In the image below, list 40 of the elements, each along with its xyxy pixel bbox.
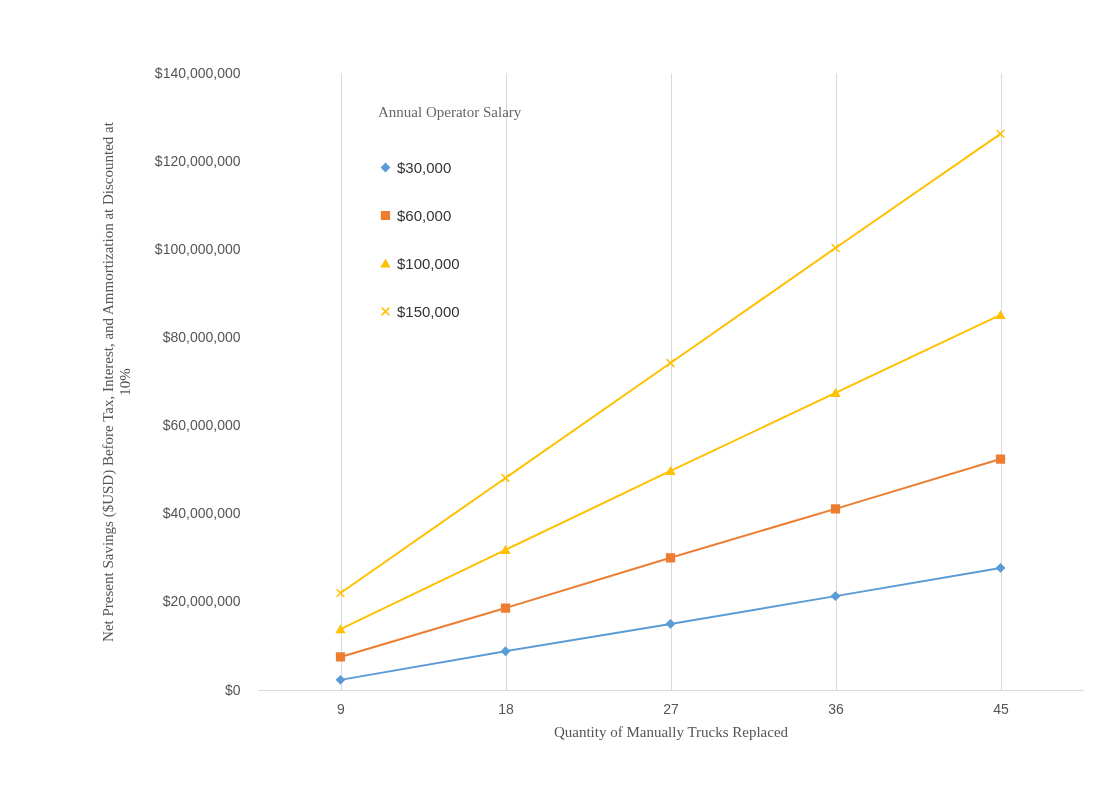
point <box>995 310 1006 320</box>
legend-title: Annual Operator Salary <box>378 104 522 120</box>
point <box>665 619 676 629</box>
point <box>830 591 841 601</box>
point <box>500 473 511 483</box>
y-axis-title: Net Present Savings ($USD) Before Tax, Interest, and Ammortization at Discounted at 10% <box>99 121 133 642</box>
point <box>995 563 1006 573</box>
point <box>665 466 676 476</box>
x-tick-label: 36 <box>828 700 844 717</box>
point <box>995 454 1006 464</box>
x-tick-label: 27 <box>663 700 679 717</box>
legend-label: $60,000 <box>397 206 452 224</box>
y-tick-label: $60,000,000 <box>162 417 241 434</box>
point <box>830 243 841 253</box>
x-axis-title: Quantity of Manually Trucks Replaced <box>553 723 789 740</box>
x-tick-label: 45 <box>993 700 1009 717</box>
y-tick-label: $100,000,000 <box>154 240 241 257</box>
legend-label: $30,000 <box>397 158 452 176</box>
legend-label: $150,000 <box>397 302 460 320</box>
point <box>995 129 1006 139</box>
point <box>335 675 346 685</box>
point <box>335 625 346 634</box>
y-tick-label: $40,000,000 <box>162 505 241 522</box>
point <box>500 545 511 554</box>
y-tick-label: $0 <box>224 681 241 698</box>
point <box>335 588 346 598</box>
point <box>500 603 511 613</box>
point <box>830 504 841 514</box>
point <box>665 553 676 563</box>
y-tick-label: $20,000,000 <box>162 593 241 610</box>
point <box>665 358 676 368</box>
point <box>500 646 511 656</box>
point <box>830 388 841 398</box>
legend-label: $100,000 <box>397 254 460 272</box>
y-tick-label: $80,000,000 <box>162 328 241 345</box>
x-tick-label: 18 <box>498 700 514 717</box>
y-tick-label: $120,000,000 <box>154 152 241 169</box>
x-tick-label: 9 <box>337 700 346 717</box>
point <box>335 652 346 662</box>
y-tick-label: $140,000,000 <box>154 64 241 81</box>
